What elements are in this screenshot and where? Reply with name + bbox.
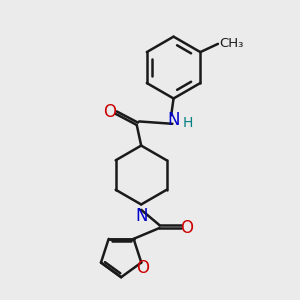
Text: N: N (167, 111, 180, 129)
Text: N: N (135, 207, 147, 225)
Text: O: O (103, 103, 116, 121)
Text: H: H (182, 116, 193, 130)
Text: O: O (180, 219, 193, 237)
Text: CH₃: CH₃ (219, 37, 244, 50)
Text: O: O (136, 259, 149, 277)
